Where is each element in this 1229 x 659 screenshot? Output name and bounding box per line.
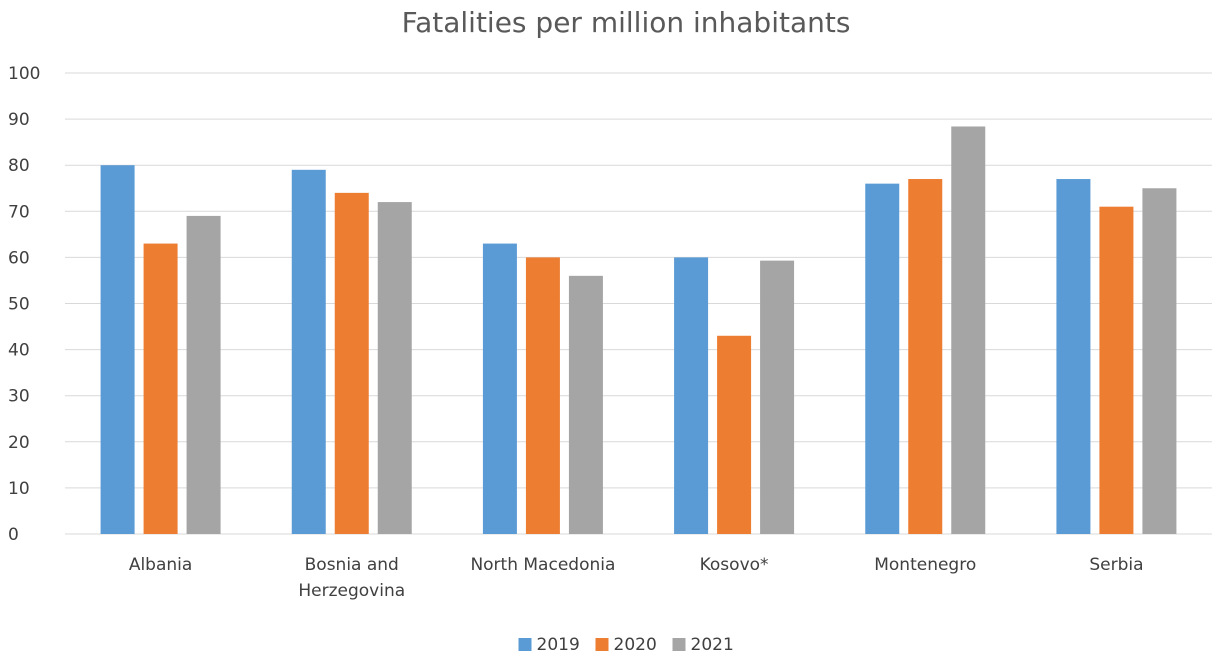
y-tick-label: 0 — [8, 525, 19, 545]
bar-2019-4 — [865, 183, 900, 534]
bar-2021-4 — [951, 126, 986, 534]
y-tick-label: 60 — [8, 248, 30, 268]
y-tick-label: 20 — [8, 433, 30, 453]
legend-label: 2020 — [614, 635, 657, 655]
x-tick-label: Montenegro — [874, 555, 976, 575]
bar-2020-1 — [334, 192, 369, 535]
y-tick-label: 10 — [8, 479, 30, 499]
gridlines — [65, 72, 1212, 535]
bar-2019-2 — [482, 243, 517, 534]
x-tick-label: Herzegovina — [298, 581, 405, 601]
bar-2021-1 — [377, 202, 412, 534]
legend-swatch-2019 — [518, 638, 532, 651]
y-axis: 0 10 20 30 40 50 60 70 80 90 100 — [8, 64, 40, 545]
x-tick-label: Albania — [129, 555, 192, 575]
y-tick-label: 40 — [8, 341, 30, 361]
bar-2021-2 — [568, 275, 603, 534]
legend: 2019 2020 2021 — [518, 635, 734, 655]
chart-title: Fatalities per million inhabitants — [402, 6, 851, 39]
y-tick-label: 70 — [8, 202, 30, 222]
bar-2019-5 — [1056, 179, 1091, 534]
bar-2019-3 — [674, 257, 709, 534]
legend-label: 2019 — [537, 635, 580, 655]
y-tick-label: 30 — [8, 387, 30, 407]
x-tick-label: Serbia — [1089, 555, 1143, 575]
bar-2021-5 — [1142, 188, 1177, 534]
bars — [100, 126, 1177, 535]
x-tick-label: Kosovo* — [700, 555, 769, 575]
bar-2020-2 — [525, 257, 560, 534]
legend-swatch-2020 — [595, 638, 609, 651]
bar-2019-1 — [291, 169, 326, 534]
y-tick-label: 90 — [8, 110, 30, 130]
bar-2019-0 — [100, 165, 135, 534]
bar-2021-3 — [760, 260, 795, 534]
x-tick-label: North Macedonia — [470, 555, 615, 575]
bar-2021-0 — [186, 215, 221, 534]
legend-swatch-2021 — [672, 638, 686, 651]
y-tick-label: 80 — [8, 156, 30, 176]
bar-2020-3 — [717, 335, 752, 534]
bar-2020-4 — [908, 179, 943, 534]
bar-2020-0 — [143, 243, 178, 534]
legend-label: 2021 — [691, 635, 734, 655]
x-axis: Albania Bosnia and Herzegovina North Macedo… — [129, 555, 1144, 601]
bar-2020-5 — [1099, 206, 1134, 534]
y-tick-label: 50 — [8, 295, 30, 315]
x-tick-label: Bosnia and — [305, 555, 399, 575]
y-tick-label: 100 — [8, 64, 40, 84]
